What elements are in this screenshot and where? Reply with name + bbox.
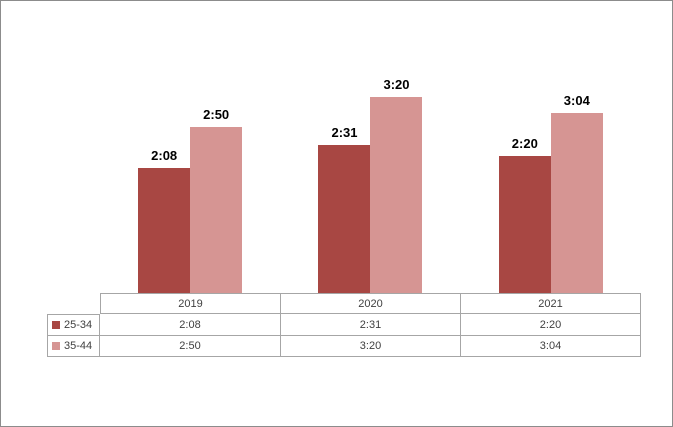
legend-swatch-25-34-icon: [52, 321, 60, 329]
plot-area: 2:08 2:50 2:31 3:20 2:20 3:04: [100, 21, 641, 293]
bar-group-2020: 2:31 3:20: [280, 21, 460, 293]
bar-35-44-2020: [370, 97, 423, 293]
table-header-2019: 2019: [100, 293, 281, 314]
legend-label-35-44: 35-44: [64, 340, 93, 352]
bar-35-44-2019: [190, 127, 243, 293]
bar-wrap: 2:08: [138, 148, 191, 293]
table-corner-blank: [47, 293, 100, 314]
bar-value-label-35-44-2021: 3:04: [563, 93, 590, 108]
table-cell-35-44-2019: 2:50: [100, 336, 281, 357]
bar-25-34-2019: [138, 168, 191, 293]
table-cell-25-34-2020: 2:31: [281, 314, 461, 336]
bar-25-34-2020: [318, 145, 371, 293]
bar-group-2021: 2:20 3:04: [461, 21, 641, 293]
table-cell-35-44-2021: 3:04: [461, 336, 641, 357]
bar-wrap: 3:04: [550, 93, 603, 293]
legend-key-35-44: 35-44: [47, 336, 100, 357]
bar-wrap: 2:31: [318, 125, 371, 293]
table-cell-35-44-2020: 3:20: [281, 336, 461, 357]
legend-label-25-34: 25-34: [64, 319, 93, 331]
legend-swatch-35-44-icon: [52, 342, 60, 350]
bar-wrap: 3:20: [370, 77, 423, 293]
bar-value-label-25-34-2021: 2:20: [511, 136, 538, 151]
bar-wrap: 2:20: [498, 136, 551, 293]
bar-35-44-2021: [550, 113, 603, 293]
bar-value-label-25-34-2020: 2:31: [331, 125, 358, 140]
table-cell-25-34-2021: 2:20: [461, 314, 641, 336]
bar-25-34-2021: [498, 156, 551, 293]
bar-group-2019: 2:08 2:50: [100, 21, 280, 293]
table-header-2020: 2020: [281, 293, 461, 314]
legend-key-25-34: 25-34: [47, 314, 100, 336]
bar-value-label-35-44-2019: 2:50: [203, 107, 230, 122]
bar-wrap: 2:50: [190, 107, 243, 293]
bar-value-label-25-34-2019: 2:08: [151, 148, 178, 163]
data-table: 2019 2020 2021 25-34 2:08 2:31 2:20 35-4…: [47, 293, 641, 357]
table-cell-25-34-2019: 2:08: [100, 314, 281, 336]
bar-value-label-35-44-2020: 3:20: [383, 77, 410, 92]
table-header-2021: 2021: [461, 293, 641, 314]
